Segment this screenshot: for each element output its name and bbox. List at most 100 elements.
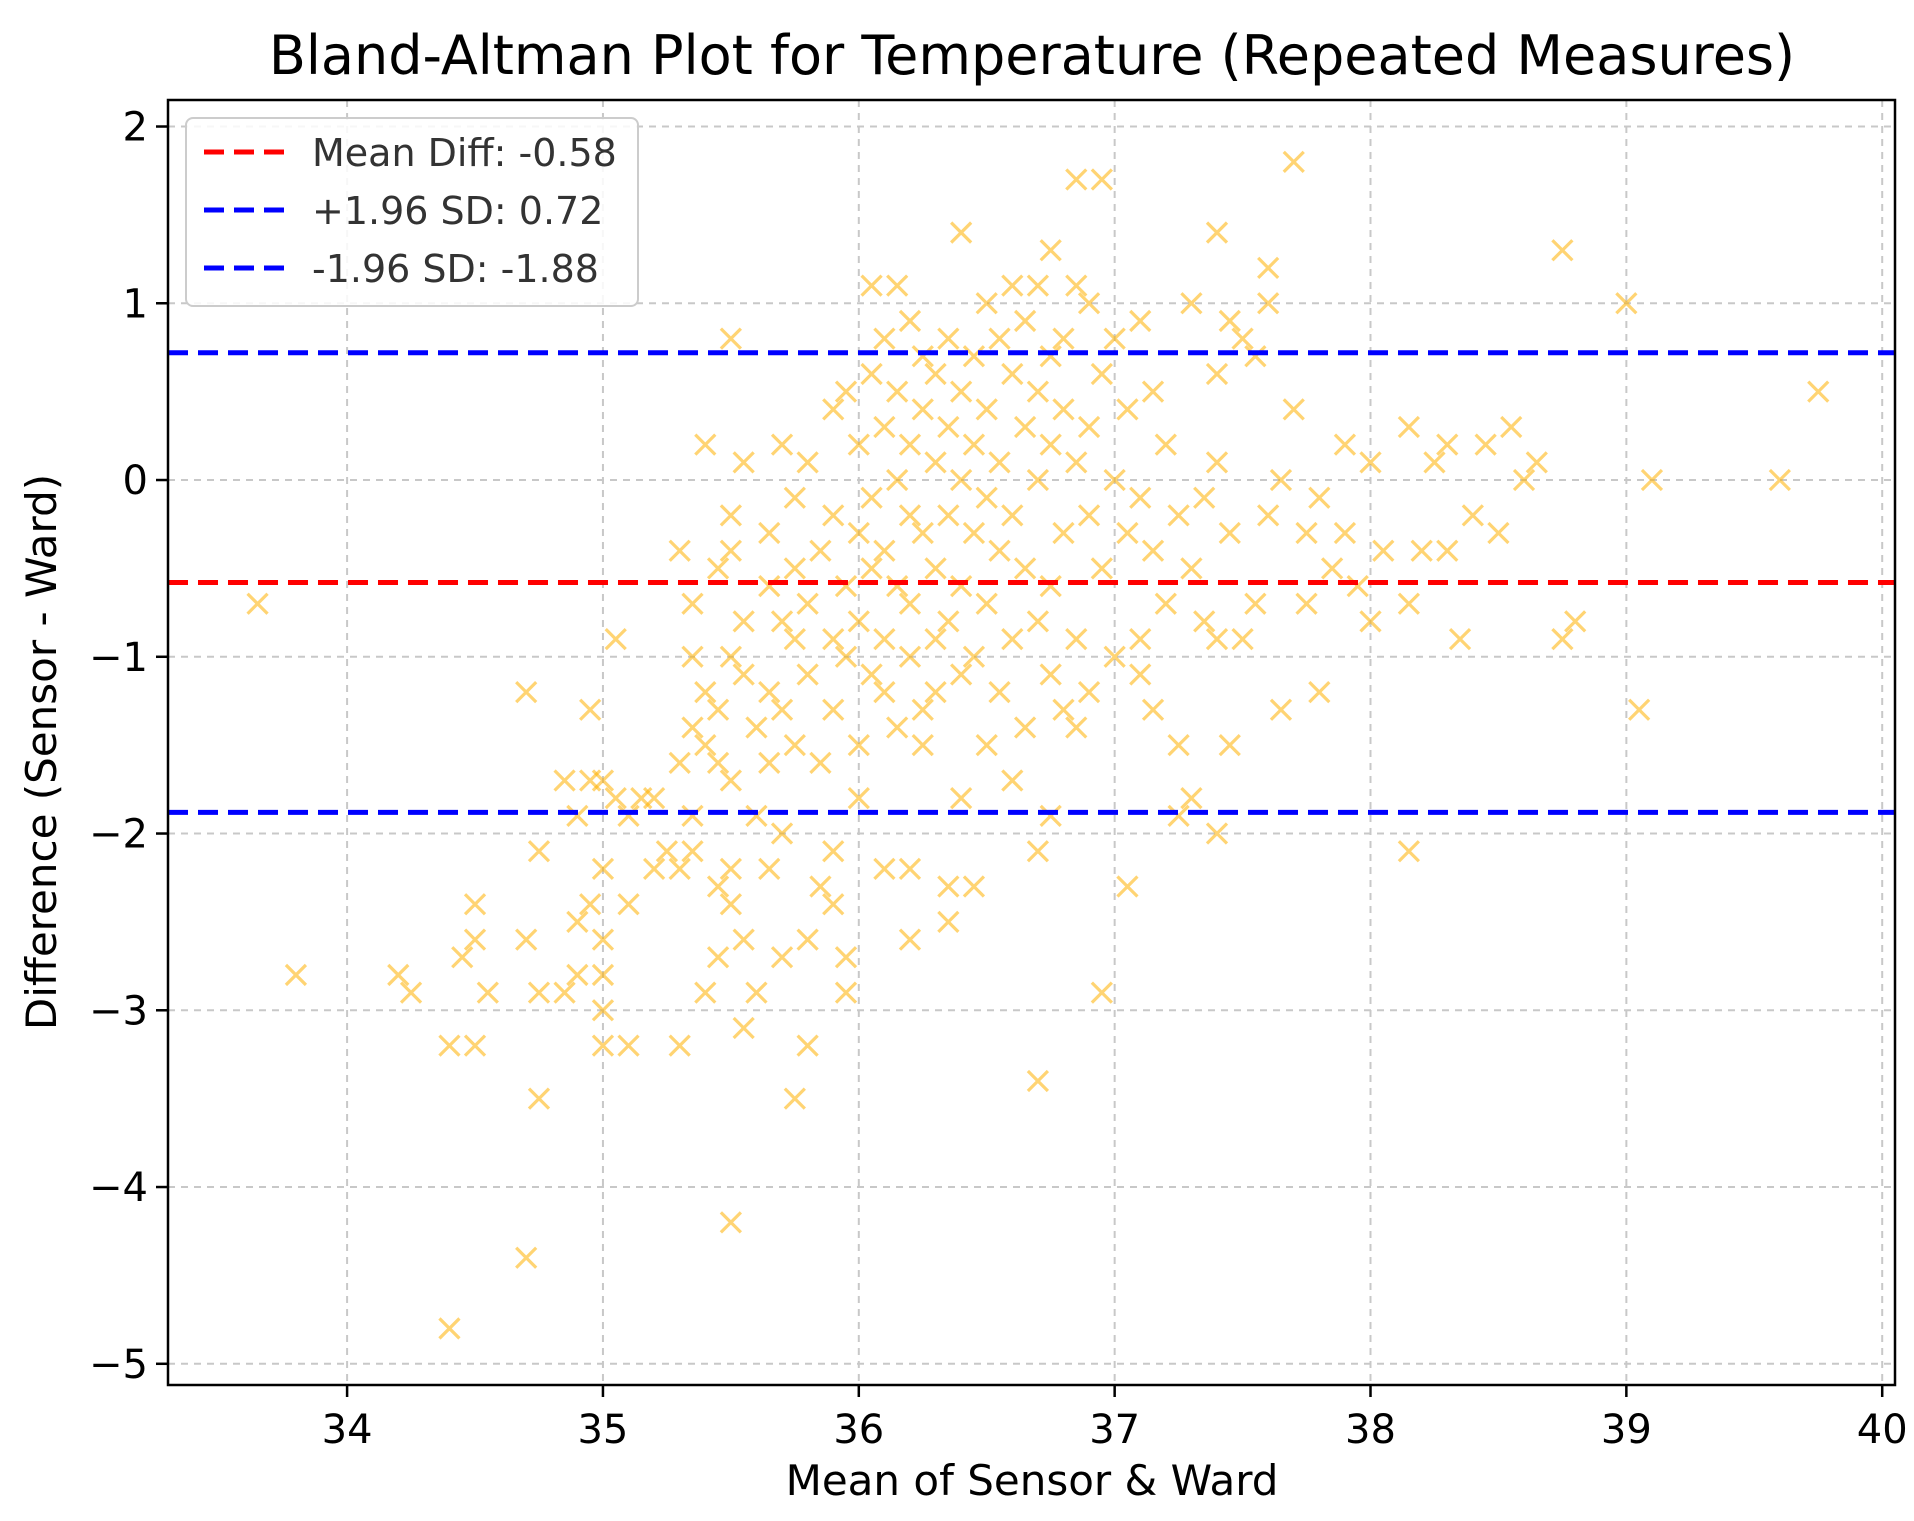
legend-box bbox=[185, 117, 639, 307]
data-point bbox=[1615, 292, 1638, 315]
data-point bbox=[1116, 521, 1139, 545]
y-tick-label: −3 bbox=[89, 988, 148, 1034]
data-point bbox=[668, 539, 691, 562]
data-point bbox=[809, 539, 832, 562]
data-point bbox=[1205, 362, 1229, 386]
data-point bbox=[1205, 627, 1229, 651]
data-point bbox=[1039, 804, 1062, 827]
data-point bbox=[1129, 309, 1152, 333]
data-point bbox=[1026, 1069, 1050, 1093]
data-point bbox=[962, 433, 986, 456]
data-point bbox=[898, 592, 922, 615]
x-axis-title: Mean of Sensor & Ward bbox=[786, 1456, 1279, 1505]
data-point bbox=[898, 309, 922, 333]
data-point bbox=[1026, 840, 1050, 863]
data-point bbox=[1461, 504, 1484, 527]
data-point bbox=[860, 362, 883, 386]
data-point bbox=[822, 698, 845, 721]
data-point bbox=[950, 787, 973, 810]
data-point bbox=[527, 840, 551, 863]
data-point bbox=[975, 486, 998, 509]
plot-frame bbox=[166, 98, 1897, 1387]
data-point bbox=[1257, 504, 1280, 527]
data-point bbox=[1090, 981, 1113, 1004]
data-point bbox=[399, 981, 423, 1004]
data-point bbox=[1077, 504, 1101, 527]
data-point bbox=[732, 928, 755, 951]
legend-label-lower-loa: -1.96 SD: -1.88 bbox=[312, 247, 599, 291]
data-point bbox=[1167, 804, 1190, 827]
data-point bbox=[822, 504, 845, 527]
data-point bbox=[975, 292, 998, 315]
data-point bbox=[566, 910, 589, 934]
data-point bbox=[1397, 415, 1421, 439]
x-tick-label: 34 bbox=[322, 1407, 373, 1453]
data-point bbox=[809, 875, 832, 898]
data-point bbox=[886, 574, 909, 598]
data-point bbox=[898, 645, 922, 668]
data-point bbox=[604, 787, 627, 810]
data-point bbox=[719, 857, 743, 881]
data-point bbox=[1257, 256, 1280, 280]
data-point bbox=[706, 557, 730, 580]
data-point bbox=[962, 875, 986, 898]
data-point bbox=[642, 857, 666, 881]
data-point bbox=[1359, 610, 1382, 633]
data-point bbox=[1001, 769, 1024, 792]
data-point bbox=[745, 981, 768, 1004]
data-point bbox=[719, 327, 743, 350]
data-point bbox=[438, 1034, 461, 1057]
data-point bbox=[694, 981, 717, 1004]
data-point bbox=[591, 963, 615, 987]
data-point bbox=[873, 415, 896, 439]
data-point bbox=[783, 734, 806, 757]
data-point bbox=[1026, 274, 1050, 297]
data-point bbox=[873, 857, 896, 881]
data-point bbox=[937, 327, 960, 350]
data-point bbox=[1090, 362, 1113, 386]
data-point bbox=[1039, 663, 1062, 686]
data-point bbox=[1308, 680, 1331, 704]
data-point bbox=[1154, 433, 1177, 456]
data-point bbox=[1129, 627, 1152, 651]
data-point bbox=[834, 946, 858, 969]
legend: Mean Diff: -0.58 +1.96 SD: 0.72 -1.96 SD… bbox=[185, 117, 639, 307]
data-point bbox=[732, 1016, 755, 1040]
data-point bbox=[1346, 574, 1369, 598]
data-point bbox=[719, 539, 743, 562]
data-point bbox=[719, 893, 743, 916]
data-point bbox=[834, 981, 858, 1004]
data-point bbox=[1013, 557, 1037, 580]
data-point bbox=[476, 981, 499, 1004]
data-point bbox=[719, 645, 743, 668]
data-point bbox=[1141, 539, 1165, 562]
data-point bbox=[438, 1317, 461, 1340]
data-point bbox=[732, 663, 755, 686]
data-point bbox=[988, 451, 1011, 474]
data-point bbox=[988, 327, 1011, 350]
data-point bbox=[1218, 309, 1241, 333]
data-point bbox=[860, 486, 883, 509]
x-tick-label: 37 bbox=[1089, 1407, 1140, 1453]
data-point bbox=[1001, 274, 1024, 297]
data-point bbox=[1001, 627, 1024, 651]
data-point bbox=[591, 769, 615, 792]
data-point bbox=[566, 804, 589, 827]
data-point bbox=[1436, 539, 1459, 562]
data-point bbox=[1282, 398, 1305, 421]
data-point bbox=[681, 804, 704, 827]
data-point bbox=[1205, 451, 1229, 474]
data-point bbox=[950, 468, 973, 492]
data-point bbox=[284, 963, 308, 987]
data-point bbox=[1065, 451, 1088, 474]
data-point bbox=[758, 680, 781, 704]
data-point bbox=[579, 698, 602, 721]
data-point bbox=[1269, 698, 1293, 721]
data-point bbox=[655, 840, 679, 863]
data-point bbox=[1129, 486, 1152, 509]
data-point bbox=[873, 680, 896, 704]
data-point bbox=[1013, 309, 1037, 333]
data-point bbox=[1103, 468, 1126, 492]
data-point bbox=[1001, 504, 1024, 527]
